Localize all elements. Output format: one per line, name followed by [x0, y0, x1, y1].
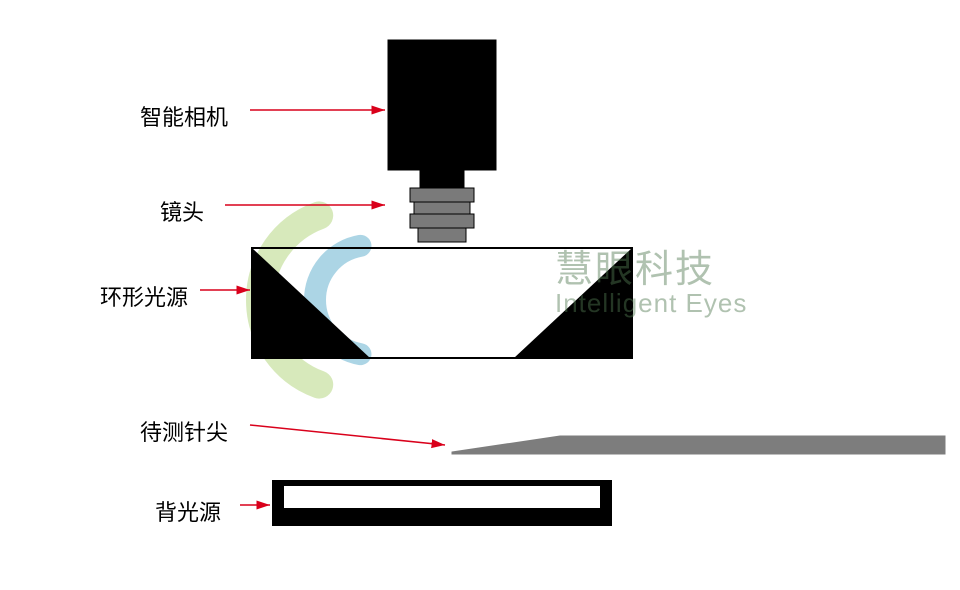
label-camera: 智能相机 — [140, 100, 228, 132]
shape-lens_bot — [418, 228, 466, 242]
shape-lens_top — [410, 188, 474, 202]
label-lens: 镜头 — [160, 195, 204, 227]
watermark-cn: 慧眼科技 — [555, 238, 715, 293]
shape-probe_body — [452, 436, 945, 454]
shape-backlight_inner — [284, 486, 600, 508]
shape-lens_mid2 — [410, 214, 474, 228]
label-probe: 待测针尖 — [140, 415, 228, 447]
shape-camera_neck — [420, 170, 464, 188]
label-ringlight: 环形光源 — [100, 280, 188, 312]
arrow-probe — [250, 425, 445, 445]
watermark-en: Intelligent Eyes — [555, 288, 747, 319]
label-backlight: 背光源 — [155, 495, 221, 527]
shape-camera_body — [388, 40, 496, 170]
shape-lens_mid1 — [414, 202, 470, 214]
